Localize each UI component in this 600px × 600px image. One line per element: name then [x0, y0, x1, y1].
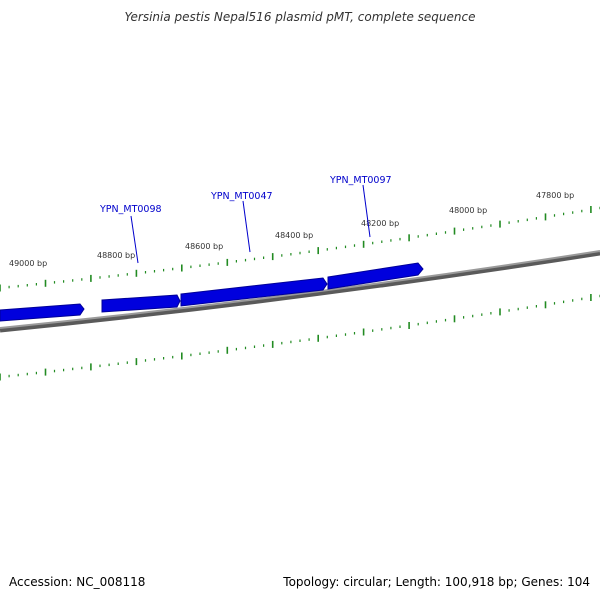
scale-label: 48200 bp	[361, 219, 399, 228]
scale-label: 48600 bp	[185, 242, 223, 251]
gene-label[interactable]: YPN_MT0047	[210, 191, 273, 202]
gene-labels: YPN_MT0098 YPN_MT0047 YPN_MT0097	[99, 175, 392, 264]
gene-arrow[interactable]	[180, 277, 328, 307]
backbone-line	[0, 250, 600, 329]
gene-arrow[interactable]	[0, 303, 85, 322]
page-title: Yersinia pestis Nepal516 plasmid pMT, co…	[124, 10, 476, 24]
leader-line	[242, 200, 251, 253]
scale-label: 48000 bp	[449, 206, 487, 215]
gene-label-group[interactable]: YPN_MT0098	[99, 204, 162, 264]
sequence-summary: Topology: circular; Length: 100,918 bp; …	[283, 575, 590, 589]
gene-arrow[interactable]	[101, 294, 181, 313]
scale-label: 47800 bp	[536, 191, 574, 200]
gene-track	[0, 262, 424, 322]
gene-label[interactable]: YPN_MT0098	[99, 204, 162, 215]
scale-labels: 49000 bp 48800 bp 48600 bp 48400 bp 4820…	[9, 191, 574, 268]
scale-label: 48800 bp	[97, 251, 135, 260]
leader-line	[362, 184, 371, 238]
gene-label[interactable]: YPN_MT0097	[329, 175, 392, 186]
scale-label: 49000 bp	[9, 259, 47, 268]
gene-label-group[interactable]: YPN_MT0097	[329, 175, 392, 238]
scale-ticks-inner	[0, 294, 600, 381]
gene-label-group[interactable]: YPN_MT0047	[210, 191, 273, 253]
gene-arrow[interactable]	[327, 262, 424, 290]
backbone-shadow	[0, 250, 600, 333]
backbone	[0, 250, 600, 333]
accession-label: Accession: NC_008118	[9, 575, 146, 589]
leader-line	[130, 215, 139, 264]
scale-ticks-outer	[0, 206, 600, 292]
scale-label: 48400 bp	[275, 231, 313, 240]
